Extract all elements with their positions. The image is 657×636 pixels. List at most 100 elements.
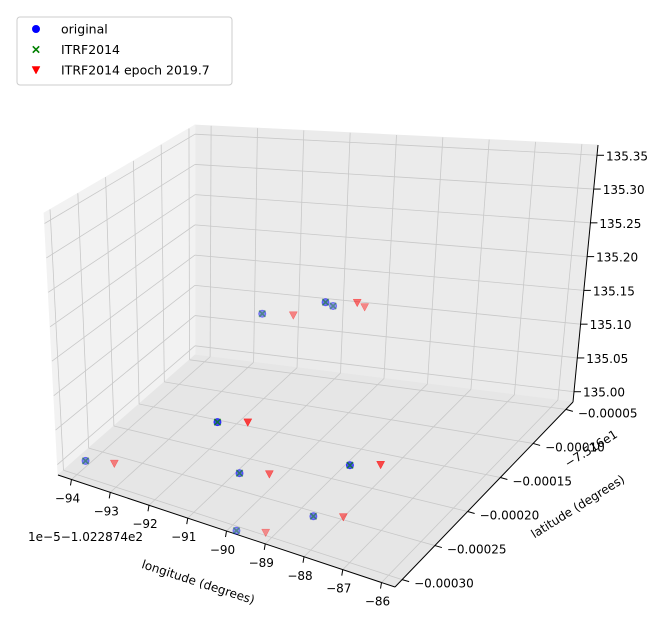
y-tick-label: −0.00025 (447, 543, 507, 557)
y-tick-label: −0.00005 (578, 406, 638, 420)
grid-x-floor (381, 399, 559, 583)
grid-z-side (49, 224, 196, 328)
z-tick-label: 135.05 (586, 352, 628, 366)
data-point (258, 309, 267, 318)
grid-z-side (51, 254, 196, 362)
x-tick-mark (263, 543, 266, 550)
z-tick-label: 135.20 (596, 251, 638, 265)
x-stroke (232, 526, 241, 535)
grid-x-floor (342, 394, 515, 570)
grid-z-back (194, 345, 575, 393)
data-point (321, 298, 330, 307)
legend[interactable]: original ITRF2014 ITRF2014 epoch 2019.7 (16, 16, 233, 86)
data-point (352, 298, 362, 308)
grid-y-side (77, 193, 90, 449)
x-tick-label: −87 (326, 582, 351, 596)
x-tick-mark (225, 530, 227, 538)
y-tick-label: −0.00010 (545, 440, 605, 454)
legend-label: original (61, 22, 108, 37)
data-point (261, 528, 271, 538)
x-tick-label: −93 (94, 504, 119, 518)
y-tick-label: −0.00030 (414, 577, 474, 591)
grid-x-back (340, 132, 351, 374)
grid-y-floor (139, 403, 501, 478)
data-point (360, 303, 370, 312)
series-triangle-down (109, 298, 386, 538)
x-tick-mark (69, 479, 72, 486)
grid-z-side (57, 345, 196, 465)
x-tick-label: −91 (171, 530, 196, 544)
grid-x-back (427, 137, 444, 384)
grid-x-floor (187, 372, 341, 519)
data-point (309, 512, 318, 521)
data-point (81, 457, 90, 465)
grid-y-floor (164, 381, 534, 444)
grid-y-side (188, 128, 190, 360)
grid-y-floor (113, 425, 468, 512)
legend-marker (32, 45, 40, 54)
grid-z-back (194, 254, 584, 291)
legend-marker (31, 66, 41, 75)
data-point (213, 418, 222, 426)
grid-x-floor (109, 361, 254, 493)
grid-x-back (557, 144, 583, 401)
grid-x-back (209, 125, 212, 357)
data-point (346, 461, 354, 469)
z-axis-line (572, 144, 599, 403)
y-tick-mark (565, 408, 574, 412)
x-axis-label: longitude (degrees) (140, 557, 257, 607)
y-tick-mark (532, 442, 541, 446)
grid-x-floor (148, 367, 298, 506)
data-point (338, 513, 348, 522)
grid-z-back (194, 315, 578, 359)
grid-y-side (160, 144, 165, 382)
data-point (264, 470, 274, 479)
grid-y-floor (189, 359, 566, 410)
grid-z-back (194, 133, 598, 156)
grid-lines (44, 125, 598, 583)
y-tick-mark (434, 545, 443, 549)
grid-y-side (105, 177, 115, 427)
series-x (81, 298, 354, 535)
grid-z-side (55, 315, 196, 431)
x-tick-label: −90 (210, 543, 235, 557)
x-stroke (81, 457, 90, 465)
tick-labels: −94 −93 −92 −91 −90 −89 −88 −87 −86 −0.00005 −0.00… (55, 149, 648, 608)
x-stroke (309, 512, 318, 521)
y-tick-label: −0.00015 (512, 474, 572, 488)
x-tick-mark (341, 569, 344, 576)
x-stroke (32, 45, 40, 54)
x-tick-mark (147, 505, 150, 512)
data-point (309, 512, 318, 521)
x-stroke (329, 302, 337, 310)
x-stroke (258, 309, 267, 318)
y-tick-mark (500, 476, 508, 480)
data-point (329, 302, 337, 310)
grid-y-side (132, 160, 140, 404)
grid-z-back (194, 194, 591, 224)
y-tick-label: −0.00020 (480, 509, 540, 523)
x-tick-label: −92 (132, 517, 157, 531)
grid-z-side (48, 194, 196, 293)
x-tick-mark (186, 518, 189, 525)
data-points (81, 298, 386, 538)
axis-lines (57, 144, 604, 589)
grid-y-floor (88, 447, 435, 546)
data-point (376, 461, 386, 470)
x-stroke (309, 512, 318, 521)
z-tick-label: 135.30 (603, 183, 645, 197)
data-point (109, 459, 119, 469)
grid-x-floor (303, 389, 472, 558)
z-tick-label: 135.10 (590, 318, 632, 332)
z-tick-label: 135.35 (606, 149, 648, 163)
x-stroke (346, 461, 354, 469)
x-tick-mark (380, 582, 383, 589)
y-tick-mark (401, 579, 410, 583)
grid-x-back (514, 141, 536, 395)
y-tick-mark (467, 511, 475, 515)
x-stroke (258, 309, 267, 318)
y-axis-line (394, 401, 574, 588)
legend-box (16, 16, 233, 86)
